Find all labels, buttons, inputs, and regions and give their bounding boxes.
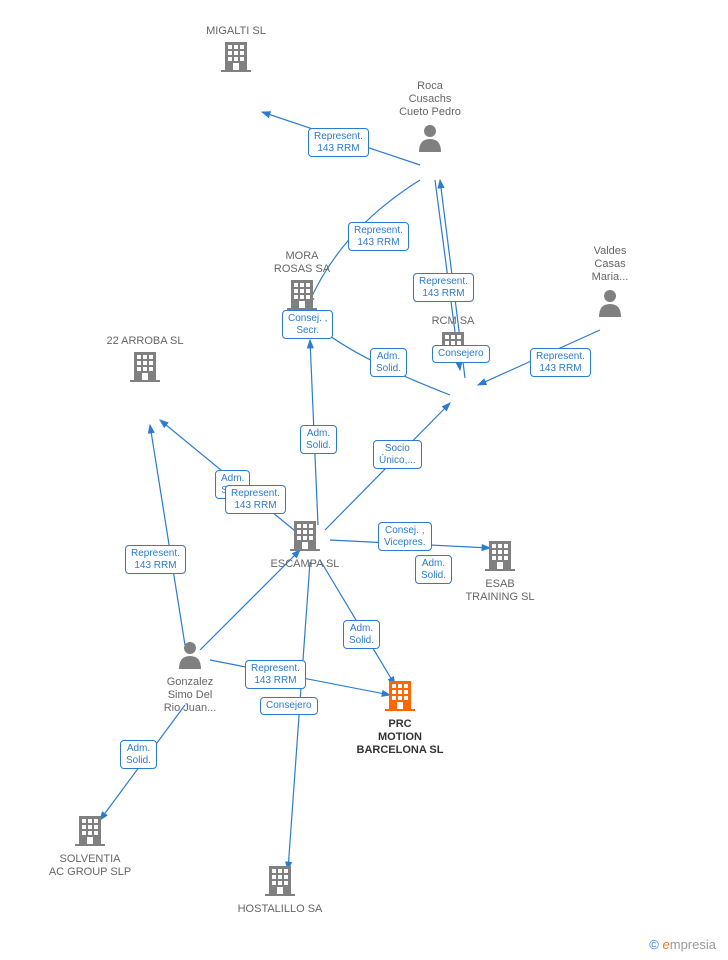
copyright-symbol: © <box>649 937 659 952</box>
node-label: MORAROSAS SA <box>252 250 352 276</box>
watermark: © empresia <box>649 937 716 952</box>
node-label: SOLVENTIAAC GROUP SLP <box>40 853 140 879</box>
edge-label: Consejero <box>260 697 318 715</box>
person-icon <box>415 122 445 157</box>
building-icon <box>75 814 105 851</box>
node-solventia[interactable]: SOLVENTIAAC GROUP SLP <box>40 814 140 879</box>
building-icon <box>221 40 251 77</box>
node-label: GonzalezSimo DelRio Juan... <box>140 676 240 716</box>
node-label: ValdesCasasMaria... <box>560 245 660 285</box>
building-icon <box>485 539 515 576</box>
node-label: MIGALTI SL <box>186 25 286 38</box>
diagram-canvas: MIGALTI SL RocaCusachsCueto Pedro Valdes… <box>0 0 728 960</box>
building-icon <box>385 679 415 716</box>
node-label: PRCMOTIONBARCELONA SL <box>350 718 450 758</box>
building-icon <box>265 864 295 901</box>
node-gonzalez[interactable]: GonzalezSimo DelRio Juan... <box>140 639 240 716</box>
edge-label: Represent.143 RRM <box>225 485 286 514</box>
node-arroba[interactable]: 22 ARROBA SL <box>95 335 195 387</box>
node-migalti[interactable]: MIGALTI SL <box>186 25 286 77</box>
building-icon <box>130 350 160 387</box>
edge-label: Represent.143 RRM <box>308 128 369 157</box>
node-escampa[interactable]: ESCAMPA SL <box>255 519 355 571</box>
node-label: HOSTALILLO SA <box>230 903 330 916</box>
node-label: ESCAMPA SL <box>255 558 355 571</box>
node-label: 22 ARROBA SL <box>95 335 195 348</box>
person-icon <box>595 287 625 322</box>
edge-label: Adm.Solid. <box>300 425 337 454</box>
watermark-e: e <box>663 937 670 952</box>
building-icon <box>290 519 320 556</box>
node-mora[interactable]: MORAROSAS SA <box>252 250 352 315</box>
edge-label: Adm.Solid. <box>370 348 407 377</box>
node-esab[interactable]: ESABTRAINING SL <box>450 539 550 604</box>
edge-label: Represent.143 RRM <box>530 348 591 377</box>
node-label: RCM SA <box>403 315 503 328</box>
node-roca[interactable]: RocaCusachsCueto Pedro <box>380 80 480 157</box>
edge-label: Adm.Solid. <box>343 620 380 649</box>
edge-label: Consejero <box>432 345 490 363</box>
person-icon <box>175 639 205 674</box>
edge-label: Consej. ,Secr. <box>282 310 333 339</box>
edge-label: SocioÚnico,... <box>373 440 422 469</box>
edge-label: Represent.143 RRM <box>348 222 409 251</box>
edge-label: Adm.Solid. <box>415 555 452 584</box>
node-prc[interactable]: PRCMOTIONBARCELONA SL <box>350 679 450 758</box>
edge-label: Adm.Solid. <box>120 740 157 769</box>
node-valdes[interactable]: ValdesCasasMaria... <box>560 245 660 322</box>
node-label: RocaCusachsCueto Pedro <box>380 80 480 120</box>
node-hostalillo[interactable]: HOSTALILLO SA <box>230 864 330 916</box>
edge-label: Represent.143 RRM <box>245 660 306 689</box>
edge-label: Consej. ,Vicepres. <box>378 522 432 551</box>
edge <box>150 425 185 645</box>
edge <box>288 562 310 870</box>
watermark-rest: mpresia <box>670 937 716 952</box>
edge-label: Represent.143 RRM <box>413 273 474 302</box>
edge-label: Represent.143 RRM <box>125 545 186 574</box>
node-label: ESABTRAINING SL <box>450 578 550 604</box>
